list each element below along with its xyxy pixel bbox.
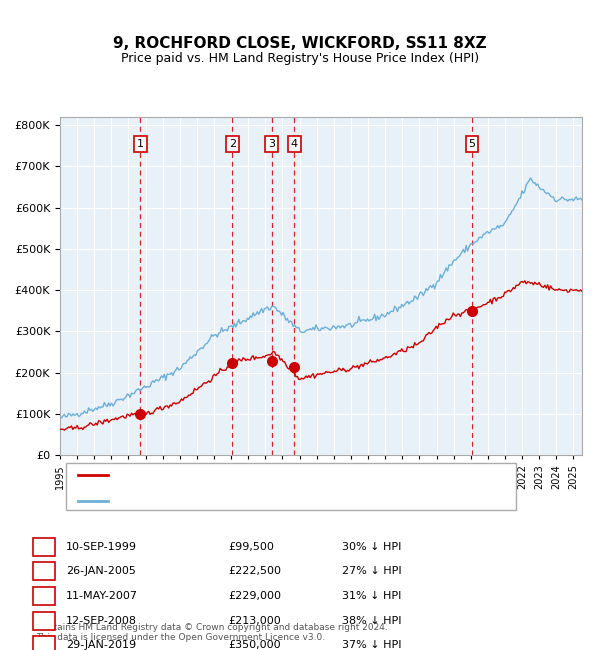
Text: 5: 5 <box>469 139 476 149</box>
Text: 2: 2 <box>40 566 47 577</box>
Text: 3: 3 <box>40 591 47 601</box>
Text: Contains HM Land Registry data © Crown copyright and database right 2024.
This d: Contains HM Land Registry data © Crown c… <box>36 623 388 642</box>
Text: £229,000: £229,000 <box>228 591 281 601</box>
Text: HPI: Average price, detached house, Basildon: HPI: Average price, detached house, Basi… <box>114 495 352 506</box>
Text: 5: 5 <box>40 640 47 650</box>
Text: Price paid vs. HM Land Registry's House Price Index (HPI): Price paid vs. HM Land Registry's House … <box>121 52 479 65</box>
Text: 4: 4 <box>291 139 298 149</box>
Text: £99,500: £99,500 <box>228 541 274 552</box>
Text: 4: 4 <box>40 616 47 626</box>
Text: 9, ROCHFORD CLOSE, WICKFORD, SS11 8XZ (detached house): 9, ROCHFORD CLOSE, WICKFORD, SS11 8XZ (d… <box>114 469 440 480</box>
Text: 27% ↓ HPI: 27% ↓ HPI <box>342 566 401 577</box>
Text: £213,000: £213,000 <box>228 616 281 626</box>
Text: £222,500: £222,500 <box>228 566 281 577</box>
Text: 1: 1 <box>40 541 47 552</box>
Text: 10-SEP-1999: 10-SEP-1999 <box>66 541 137 552</box>
Text: £350,000: £350,000 <box>228 640 281 650</box>
Text: 29-JAN-2019: 29-JAN-2019 <box>66 640 136 650</box>
Text: 1: 1 <box>137 139 144 149</box>
Text: 31% ↓ HPI: 31% ↓ HPI <box>342 591 401 601</box>
Text: 11-MAY-2007: 11-MAY-2007 <box>66 591 138 601</box>
Text: 9, ROCHFORD CLOSE, WICKFORD, SS11 8XZ: 9, ROCHFORD CLOSE, WICKFORD, SS11 8XZ <box>113 36 487 51</box>
Text: 30% ↓ HPI: 30% ↓ HPI <box>342 541 401 552</box>
Text: 12-SEP-2008: 12-SEP-2008 <box>66 616 137 626</box>
Text: 2: 2 <box>229 139 236 149</box>
Text: 26-JAN-2005: 26-JAN-2005 <box>66 566 136 577</box>
Text: 38% ↓ HPI: 38% ↓ HPI <box>342 616 401 626</box>
Text: 37% ↓ HPI: 37% ↓ HPI <box>342 640 401 650</box>
Text: 3: 3 <box>268 139 275 149</box>
